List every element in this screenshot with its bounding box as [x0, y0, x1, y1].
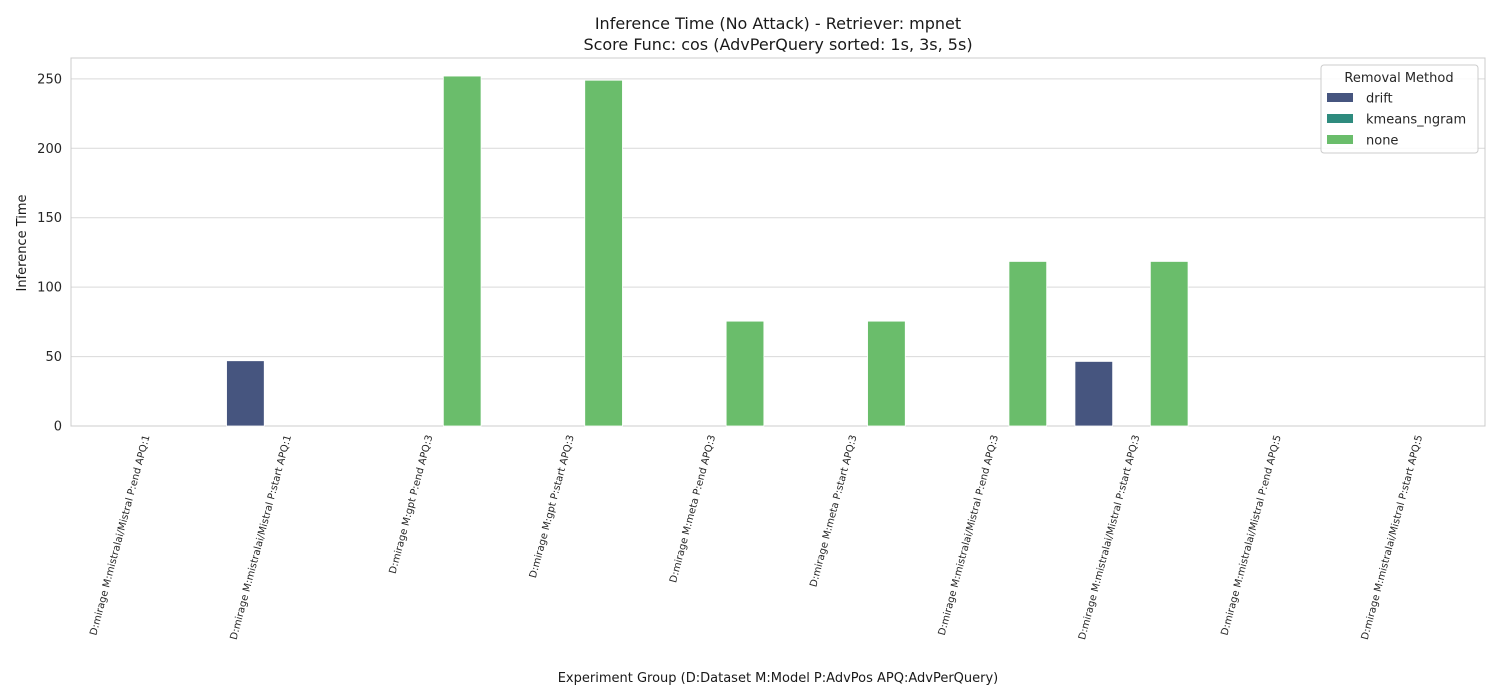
gridlines — [71, 78, 1485, 427]
y-tick-label: 150 — [37, 211, 62, 226]
legend-title: Removal Method — [1344, 71, 1453, 86]
bar-drift — [1074, 361, 1114, 427]
y-axis-label: Inference Time — [15, 194, 30, 291]
legend-box — [1320, 64, 1479, 154]
x-tick-label: D:mirage M:gpt P:end APQ:3 — [388, 434, 436, 575]
bars — [226, 75, 1189, 427]
x-tick-label: D:mirage M:mistralai/Mistral P:end APQ:1 — [88, 434, 152, 637]
bar-none — [1008, 261, 1048, 427]
legend-label-drift: drift — [1366, 92, 1393, 107]
chart-subtitle: Score Func: cos (AdvPerQuery sorted: 1s,… — [583, 35, 972, 54]
x-tick-label: D:mirage M:mistralai/Mistral P:start APQ… — [229, 434, 294, 641]
legend-swatch-drift — [1327, 93, 1353, 102]
bar-drift — [226, 360, 265, 427]
x-tick-label: D:mirage M:meta P:end APQ:3 — [668, 434, 718, 584]
legend-label-kmeans_ngram: kmeans_ngram — [1366, 113, 1466, 128]
x-axis-label: Experiment Group (D:Dataset M:Model P:Ad… — [558, 671, 999, 686]
y-tick-label: 100 — [37, 281, 62, 296]
bar-none — [725, 320, 765, 427]
bar-none — [1149, 261, 1189, 427]
y-tick-label: 200 — [37, 142, 62, 157]
x-tick-label: D:mirage M:meta P:start APQ:3 — [808, 434, 859, 588]
x-tick-label: D:mirage M:mistralai/Mistral P:start APQ… — [1360, 434, 1425, 641]
bar-none — [584, 79, 623, 427]
x-tick-label: D:mirage M:mistralai/Mistral P:start APQ… — [1077, 434, 1142, 641]
legend-swatch-kmeans_ngram — [1327, 114, 1353, 123]
y-tick-label: 50 — [45, 350, 62, 365]
x-tick-label: D:mirage M:mistralai/Mistral P:end APQ:5 — [1220, 434, 1284, 637]
chart-title: Inference Time (No Attack) - Retriever: … — [595, 14, 961, 33]
x-tick-label: D:mirage M:mistralai/Mistral P:end APQ:3 — [937, 434, 1001, 637]
legend-swatch-none — [1327, 135, 1353, 144]
bar-none — [442, 75, 482, 427]
y-tick-label: 250 — [37, 72, 62, 87]
y-ticks: 0 50 100 150 200 250 — [37, 72, 62, 434]
legend-label-none: none — [1366, 134, 1398, 149]
y-tick-label: 0 — [54, 420, 62, 435]
x-tick-label: D:mirage M:gpt P:start APQ:3 — [528, 434, 577, 579]
plot-area — [70, 57, 1486, 427]
x-ticks: D:mirage M:mistralai/Mistral P:end APQ:1… — [88, 434, 1425, 641]
bar-none — [867, 320, 906, 427]
